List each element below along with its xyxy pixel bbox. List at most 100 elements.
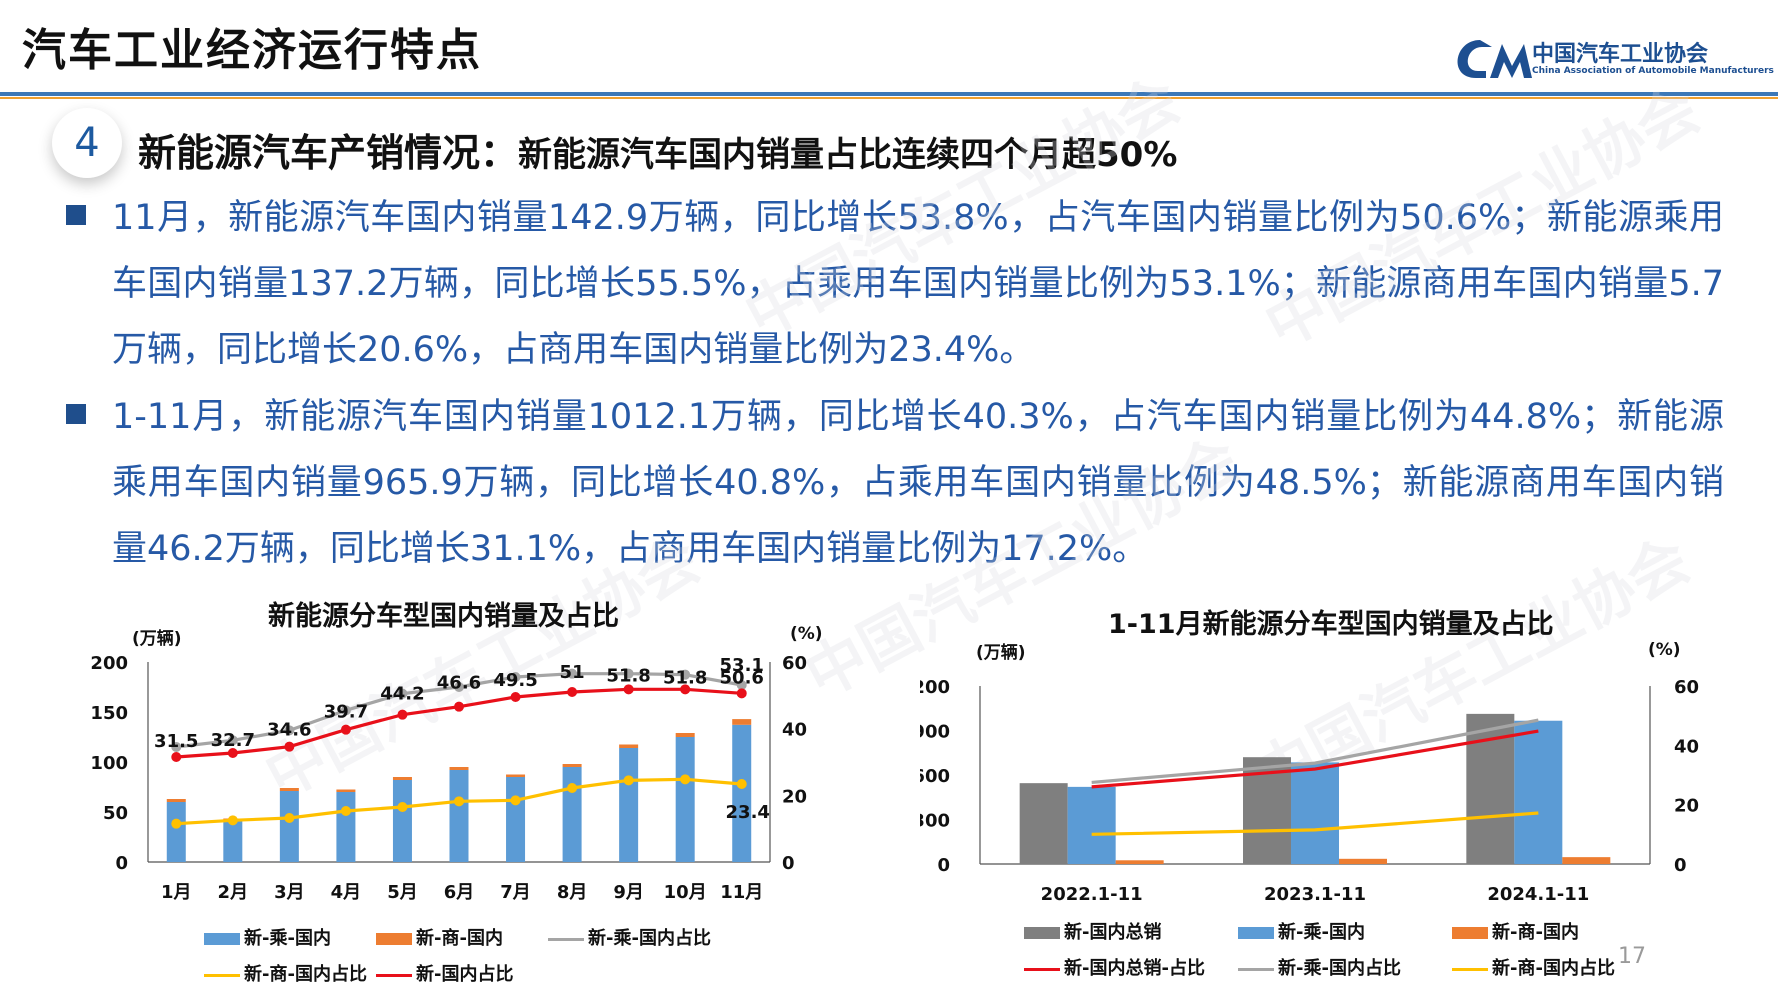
chart-2: 0 300 600 900 1200 0 20 40 60 2022.1-11 2023.1-11 2… — [920, 677, 1699, 905]
bar-passenger — [336, 792, 356, 862]
caam-logo-icon — [1457, 40, 1532, 78]
chart-1-legend: 新-乘-国内 新-商-国内 新-乘-国内占比 新-商-国内占比 新-国内占比 — [204, 924, 804, 994]
legend-label: 新-商-国内 — [416, 928, 503, 949]
line-commercial-share-point — [397, 802, 408, 812]
bar-commercial — [675, 733, 695, 737]
data-label: 50.6 — [720, 667, 764, 688]
bar-commercial — [449, 767, 469, 770]
y2-tick-label: 60 — [1674, 677, 1699, 698]
bar-passenger — [223, 820, 243, 862]
section-title: 新能源汽车产销情况：新能源汽车国内销量占比连续四个月超50% — [138, 122, 1177, 177]
y2-tick-label: 20 — [1674, 796, 1699, 817]
line-total-share-point — [623, 684, 634, 695]
bar-passenger — [1067, 786, 1116, 864]
y-tick-label: 0 — [115, 853, 128, 874]
x-tick-label: 2月 — [218, 882, 249, 903]
y2-tick-label: 0 — [782, 853, 795, 874]
line-passenger-share-point — [680, 669, 691, 680]
legend-swatch-blue — [204, 933, 240, 945]
line-total-share-point — [454, 701, 464, 712]
bar-commercial — [166, 799, 186, 802]
legend-item: 新-乘-国内占比 — [548, 924, 711, 950]
chart-2-ylabel: (万辆) — [976, 643, 1026, 663]
chart-1-title: 新能源分车型国内销量及占比 — [268, 601, 619, 632]
data-label: 44.2 — [380, 684, 424, 705]
y-tick-label: 50 — [103, 803, 128, 824]
data-label: 46.6 — [437, 673, 481, 694]
y2-tick-label: 40 — [1674, 736, 1699, 757]
x-tick-label: 1月 — [161, 882, 192, 903]
y2-tick-label: 40 — [782, 720, 807, 741]
bullet-square-icon — [66, 404, 86, 424]
header-accent-line — [0, 97, 1778, 99]
legend-item: 新-国内总销 — [1024, 918, 1161, 944]
line-passenger-share-point — [171, 742, 182, 752]
line-total-share-point — [340, 724, 351, 735]
legend-swatch-orange — [376, 933, 412, 945]
line-passenger-share-point — [510, 672, 521, 682]
legend-item: 新-乘-国内 — [1238, 918, 1365, 944]
x-tick-label: 10月 — [664, 882, 707, 903]
section-number: 4 — [52, 108, 122, 178]
legend-swatch-red-line — [376, 973, 412, 977]
line-commercial-share-point — [680, 774, 691, 785]
y-tick-label: 100 — [90, 753, 128, 774]
line-total-share-point — [397, 709, 408, 720]
bar-passenger — [279, 791, 299, 862]
legend-label: 新-商-国内占比 — [244, 964, 367, 985]
line-commercial-share-point — [510, 795, 521, 806]
line-commercial-share-point — [454, 796, 464, 807]
y-tick-label: 300 — [920, 811, 950, 832]
bar-total — [1019, 783, 1068, 864]
line-commercial-share-point — [227, 815, 238, 826]
line-passenger-share-point — [454, 682, 464, 692]
line-total-share-point — [227, 748, 238, 758]
bar-passenger — [449, 770, 469, 862]
data-label: 39.7 — [324, 702, 368, 723]
line-total-share-point — [284, 741, 295, 752]
y-tick-label: 600 — [920, 766, 950, 787]
line-commercial-share-point — [284, 813, 295, 823]
bar-commercial — [562, 764, 582, 767]
chart-2-legend: 新-国内总销 新-乘-国内 新-商-国内 新-国内总销-占比 新-乘-国内占比 … — [1024, 918, 1664, 988]
data-label: 51.8 — [663, 667, 707, 688]
line-commercial-share-point — [567, 783, 578, 793]
chart-2-title: 1-11月新能源分车型国内销量及占比 — [1108, 609, 1554, 640]
data-label: 51.8 — [606, 665, 650, 686]
legend-item: 新-商-国内占比 — [1452, 954, 1615, 980]
bar-commercial — [1115, 860, 1164, 864]
legend-label: 新-乘-国内 — [1278, 922, 1365, 943]
bar-commercial — [1562, 857, 1611, 864]
page-number: 17 — [1618, 944, 1646, 969]
line-total-share-point — [171, 752, 182, 762]
line-passenger-share-point — [736, 680, 747, 690]
bar-passenger — [392, 780, 412, 862]
chart-2-y2label: (%) — [1648, 640, 1681, 660]
header-divider — [0, 92, 1778, 96]
data-label: 34.6 — [267, 720, 311, 741]
bar-passenger — [619, 748, 639, 862]
y2-tick-label: 0 — [1674, 855, 1687, 876]
bar-passenger — [1291, 762, 1339, 864]
chart-1: 0 50 100 150 200 0 20 40 60 1月 2月 3月 4月 5月 6月 7月 8月 9月 10月… — [90, 653, 807, 903]
bar-commercial — [506, 774, 526, 777]
data-label: 31.5 — [154, 731, 198, 752]
line-passenger-share-point — [567, 668, 578, 679]
bar-passenger — [506, 777, 526, 862]
x-tick-label: 9月 — [613, 882, 644, 903]
bullet-text-jan-nov: 1-11月，新能源汽车国内销量1012.1万辆，同比增长40.3%，占汽车国内销… — [112, 397, 1724, 569]
line-total-share-point — [736, 688, 747, 699]
legend-item: 新-乘-国内 — [204, 924, 331, 950]
legend-swatch-yellow-line — [204, 973, 240, 977]
line-commercial-share-point — [340, 806, 351, 816]
legend-swatch-darkgray — [1024, 927, 1060, 939]
data-label: 23.4 — [726, 802, 770, 823]
legend-label: 新-商-国内占比 — [1492, 958, 1615, 979]
legend-label: 新-国内占比 — [416, 964, 514, 985]
line-passenger-share-point — [227, 735, 238, 746]
bar-commercial — [619, 744, 639, 748]
bar-passenger — [562, 767, 582, 862]
section-title-sub: 新能源汽车国内销量占比连续四个月超50% — [518, 135, 1178, 175]
legend-item: 新-商-国内占比 — [204, 960, 367, 986]
chart-1-ylabel: (万辆) — [132, 629, 182, 649]
